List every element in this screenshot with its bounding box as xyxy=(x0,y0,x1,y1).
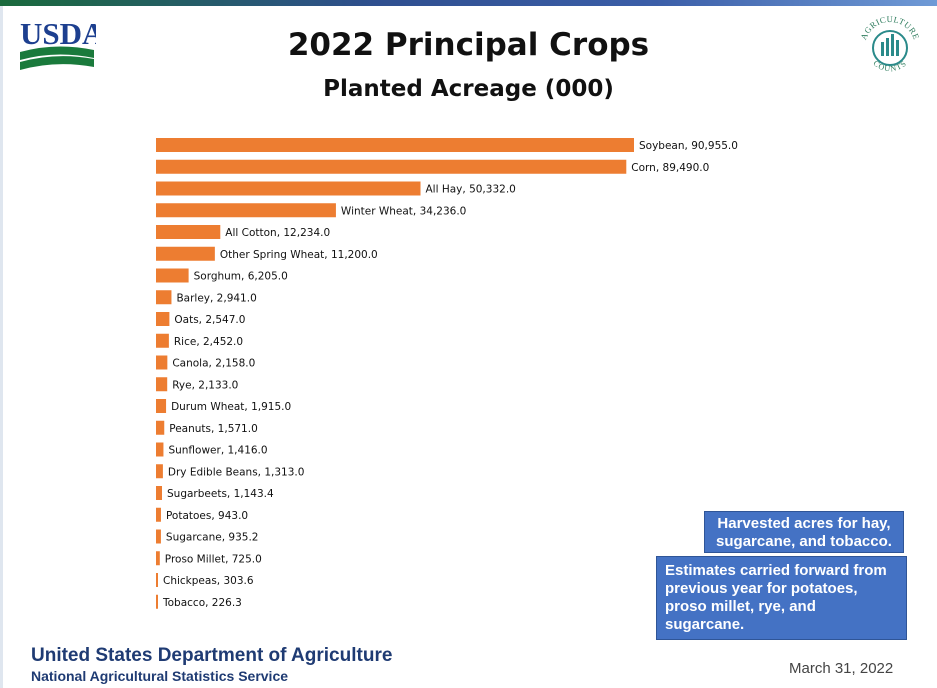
note-harvested: Harvested acres for hay, sugarcane, and … xyxy=(704,511,904,553)
data-label-sugarcane: Sugarcane, 935.2 xyxy=(166,532,259,544)
data-label-peanuts: Peanuts, 1,571.0 xyxy=(169,423,258,435)
data-label-dry-edible-beans: Dry Edible Beans, 1,313.0 xyxy=(168,466,305,478)
release-date: March 31, 2022 xyxy=(789,660,894,677)
bar-oats xyxy=(156,312,170,326)
seal-text-bottom: COUNTS xyxy=(871,59,907,74)
data-label-other-spring-wheat: Other Spring Wheat, 11,200.0 xyxy=(220,249,378,261)
bar-sugarbeets xyxy=(156,486,163,500)
data-label-winter-wheat: Winter Wheat, 34,236.0 xyxy=(341,205,466,217)
chart-title: 2022 Principal Crops xyxy=(287,27,650,63)
usda-logo: USDA xyxy=(20,16,96,70)
bar-chickpeas xyxy=(156,573,158,587)
data-label-barley: Barley, 2,941.0 xyxy=(176,292,256,304)
data-label-all-cotton: All Cotton, 12,234.0 xyxy=(225,227,330,239)
bar-rice xyxy=(156,333,169,348)
bar-sorghum xyxy=(156,268,189,283)
bar-sunflower xyxy=(156,442,164,457)
footer-service: National Agricultural Statistics Service xyxy=(31,668,289,684)
data-label-oats: Oats, 2,547.0 xyxy=(174,314,245,326)
left-decorative-rule xyxy=(0,6,3,688)
bar-tobacco xyxy=(156,594,158,609)
svg-text:COUNTS: COUNTS xyxy=(871,59,908,74)
data-label-canola: Canola, 2,158.0 xyxy=(172,358,255,370)
bar-winter-wheat xyxy=(156,203,336,218)
bar-all-cotton xyxy=(156,225,221,239)
data-label-durum-wheat: Durum Wheat, 1,915.0 xyxy=(171,401,291,413)
bar-potatoes xyxy=(156,507,161,522)
bar-barley xyxy=(156,290,172,305)
bar-rye xyxy=(156,377,168,392)
data-label-rice: Rice, 2,452.0 xyxy=(174,336,243,348)
bar-other-spring-wheat xyxy=(156,246,215,261)
bar-sugarcane xyxy=(156,529,161,544)
bar-soybean xyxy=(156,138,634,152)
bar-dry-edible-beans xyxy=(156,464,163,479)
note-carried-forward: Estimates carried forward from previous … xyxy=(656,556,907,640)
data-label-sorghum: Sorghum, 6,205.0 xyxy=(194,271,288,283)
data-label-sunflower: Sunflower, 1,416.0 xyxy=(168,445,267,457)
usda-logo-text: USDA xyxy=(20,16,96,51)
data-label-chickpeas: Chickpeas, 303.6 xyxy=(163,575,254,587)
top-decorative-strip xyxy=(0,0,937,6)
bar-peanuts xyxy=(156,420,165,435)
data-label-all-hay: All Hay, 50,332.0 xyxy=(426,184,516,196)
data-label-corn: Corn, 89,490.0 xyxy=(631,162,709,174)
footer-department: United States Department of Agriculture xyxy=(31,645,393,666)
bar-corn xyxy=(156,159,627,174)
bar-all-hay xyxy=(156,181,421,196)
bar-durum-wheat xyxy=(156,399,167,413)
data-label-sugarbeets: Sugarbeets, 1,143.4 xyxy=(167,488,274,500)
bar-canola xyxy=(156,355,168,370)
data-label-proso-millet: Proso Millet, 725.0 xyxy=(165,553,262,565)
data-label-potatoes: Potatoes, 943.0 xyxy=(166,510,248,522)
agriculture-counts-seal: AGRICULTURE COUNTS xyxy=(858,14,921,74)
data-label-tobacco: Tobacco, 226.3 xyxy=(162,597,242,609)
chart-subtitle: Planted Acreage (000) xyxy=(323,76,614,102)
data-label-soybean: Soybean, 90,955.0 xyxy=(639,140,738,152)
data-label-rye: Rye, 2,133.0 xyxy=(172,379,238,391)
bar-proso-millet xyxy=(156,551,160,566)
